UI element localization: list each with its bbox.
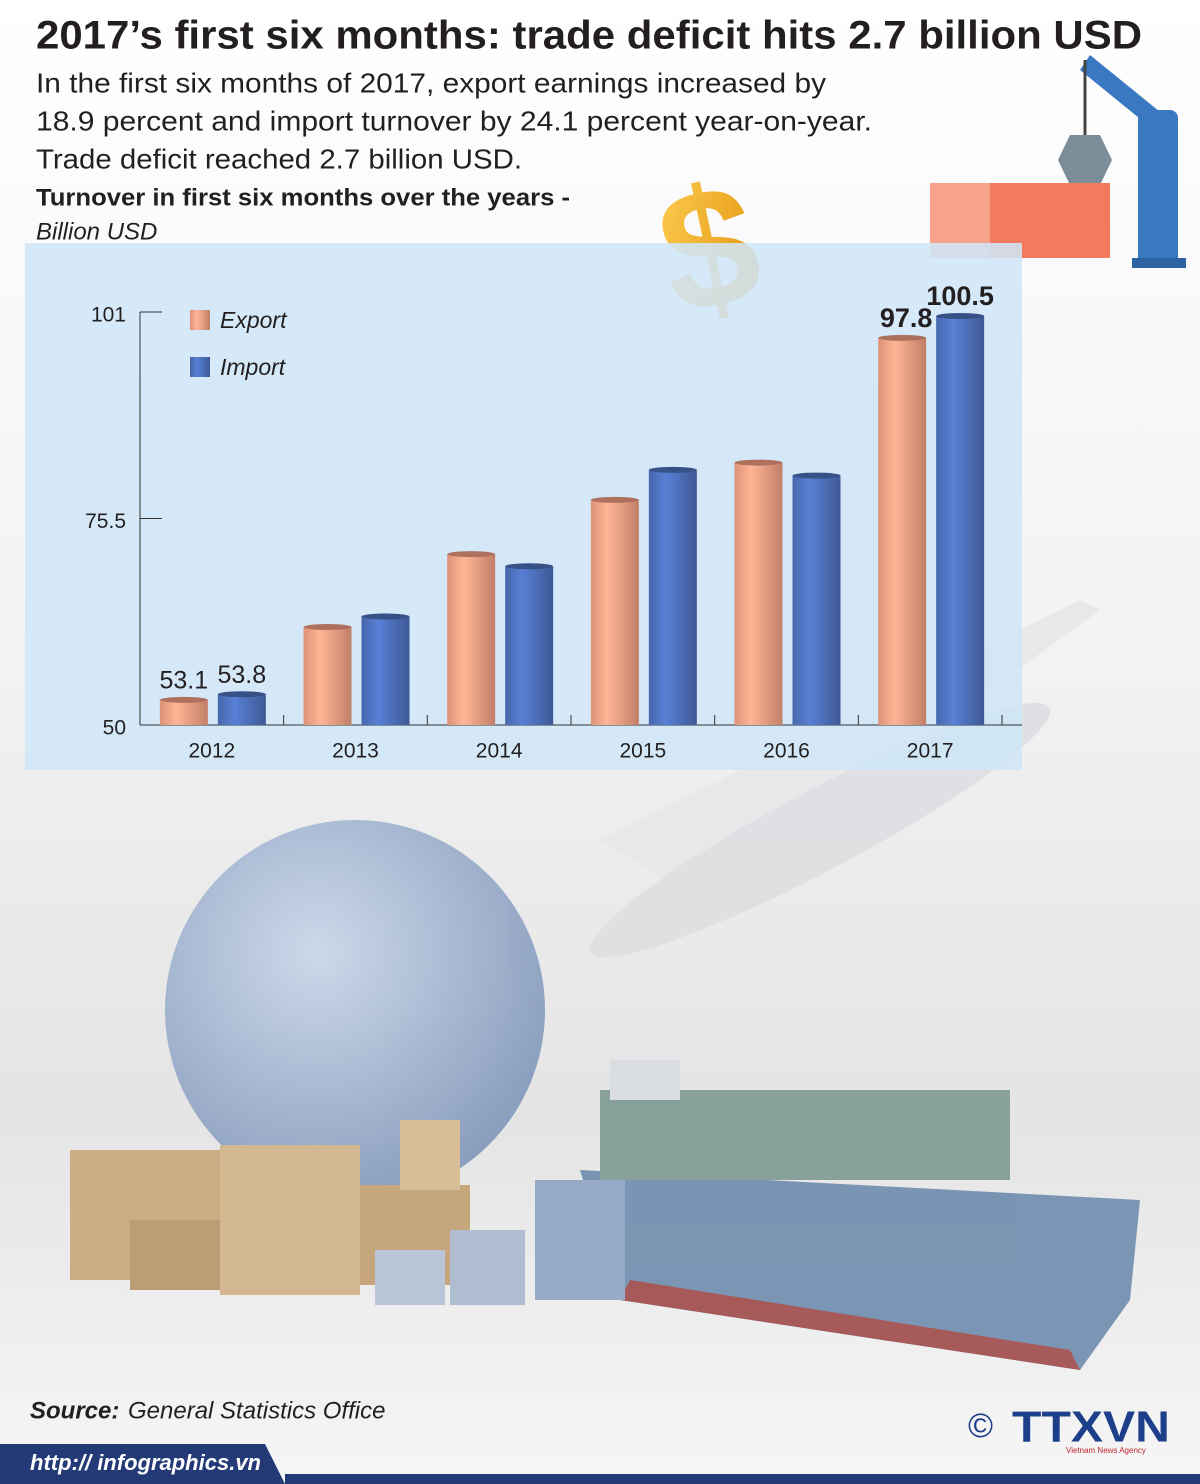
bar-top: [878, 334, 927, 341]
legend-label: Export: [220, 307, 288, 333]
value-label: 53.1: [159, 667, 208, 695]
source: General Statistics Office: [128, 1397, 385, 1424]
url[interactable]: http:// infographics.vn: [30, 1450, 261, 1475]
description: 18.9 percent and import turnover by 24.1…: [36, 105, 872, 136]
source-label: Source:: [30, 1397, 119, 1424]
bar-top: [447, 551, 496, 558]
copyright: ©: [968, 1407, 993, 1445]
footer-band: [285, 1474, 1200, 1484]
bar: [590, 499, 639, 725]
bar: [361, 616, 410, 725]
chart-subtitle: Turnover in first six months over the ye…: [36, 184, 570, 211]
bar-top: [361, 613, 410, 620]
bar-top: [792, 472, 841, 479]
unit-label: Billion USD: [36, 218, 157, 245]
bar: [447, 554, 496, 725]
bar: [159, 699, 208, 725]
bar: [505, 566, 554, 725]
value-label: 97.8: [880, 303, 933, 333]
x-tick-label: 2016: [763, 740, 810, 763]
value-label: 100.5: [926, 281, 994, 311]
title: 2017’s first six months: trade deficit h…: [36, 14, 1142, 58]
x-tick-label: 2017: [907, 740, 954, 763]
description: In the first six months of 2017, export …: [36, 67, 826, 98]
bar-top: [936, 313, 985, 320]
x-tick-label: 2013: [332, 740, 379, 763]
bar: [734, 462, 783, 725]
agency-logo: TTXVN: [1012, 1403, 1170, 1452]
y-tick-label: 75.5: [85, 510, 126, 533]
bar-top: [648, 466, 697, 473]
bar: [936, 316, 985, 725]
x-tick-label: 2015: [619, 740, 666, 763]
y-tick-label: 50: [103, 717, 126, 740]
bar: [217, 694, 266, 725]
legend-swatch: [190, 310, 210, 330]
bar: [792, 475, 841, 725]
plot: 50 75.5 101 2012 53.1 53.8 2013 2014 2015 2016 201…: [85, 281, 1022, 763]
bar: [303, 627, 352, 725]
y-tick-label: 101: [91, 304, 126, 327]
bar-top: [159, 696, 208, 703]
bar-top: [217, 691, 266, 698]
bar-top: [590, 496, 639, 503]
description: Trade deficit reached 2.7 billion USD.: [36, 143, 522, 174]
legend-label: Import: [220, 354, 287, 380]
bar-top: [505, 563, 554, 570]
x-tick-label: 2014: [476, 740, 523, 763]
x-tick-label: 2012: [188, 740, 235, 763]
bar: [648, 469, 697, 725]
bar-top: [303, 624, 352, 631]
value-label: 53.8: [217, 661, 266, 689]
bar: [878, 337, 927, 725]
url-bar: [0, 1444, 285, 1484]
bar-top: [734, 459, 783, 466]
legend-swatch: [190, 357, 210, 377]
agency-full: Vietnam News Agency: [1066, 1446, 1146, 1455]
